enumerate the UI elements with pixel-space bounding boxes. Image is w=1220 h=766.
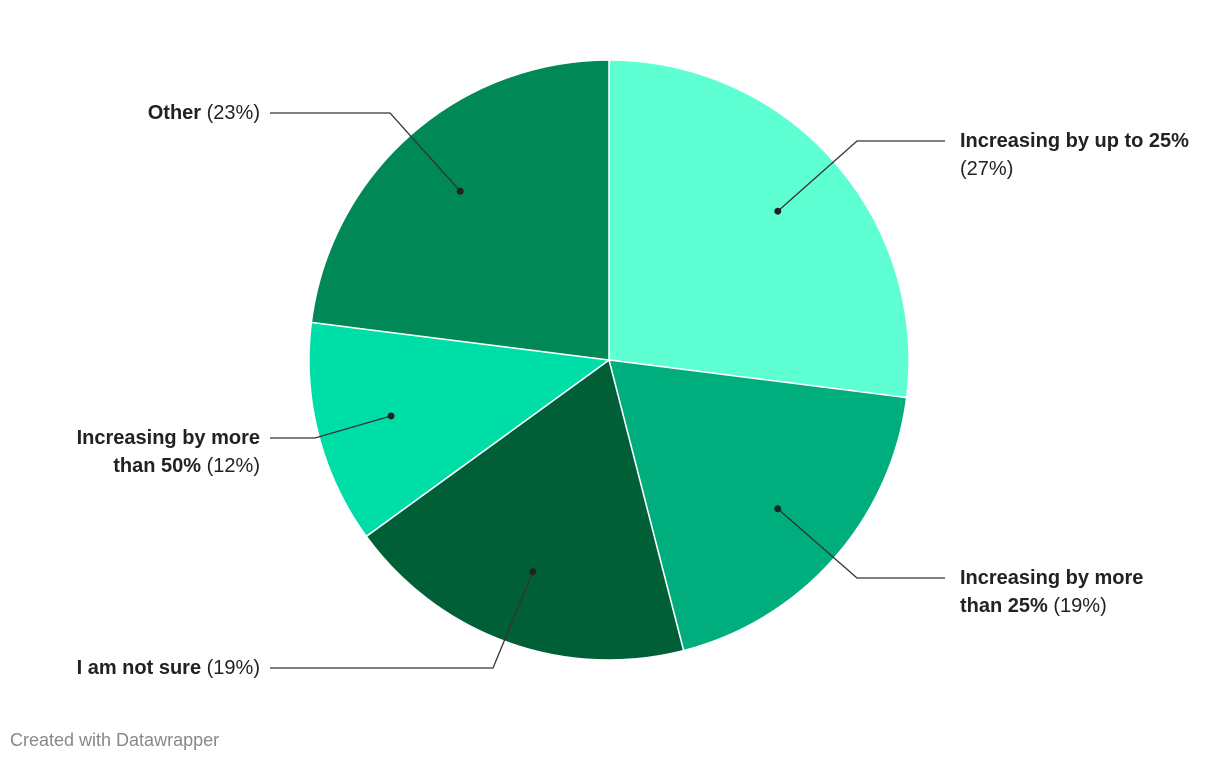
- slice-label: Increasing by up to 25% (27%): [960, 127, 1190, 183]
- value-label: (23%): [206, 102, 260, 124]
- category-label: Increasing by up to 25%: [960, 130, 1189, 152]
- credit: Created with Datawrapper: [10, 730, 220, 750]
- leader-dot: [387, 412, 395, 420]
- value-label: (12%): [206, 455, 260, 477]
- leader-line: [270, 112, 461, 192]
- leader-line: [777, 140, 945, 212]
- category-label: Other: [147, 102, 202, 124]
- leader-line: [777, 508, 945, 579]
- leader-line: [270, 571, 534, 669]
- pie-slice: [308, 321, 611, 538]
- slice-label: I am not sure (19%): [30, 654, 260, 682]
- value-label: (19%): [206, 657, 260, 679]
- leader-dot: [456, 187, 464, 195]
- leader-dot: [529, 568, 537, 576]
- pie-slice: [365, 358, 685, 661]
- value-label: (19%): [1053, 595, 1107, 617]
- category-label: Increasing by more than 50%: [76, 427, 260, 477]
- category-label: I am not sure: [76, 657, 202, 679]
- slice-label: Other (23%): [30, 99, 260, 127]
- pie-slice: [608, 59, 910, 399]
- slice-label: Increasing by more than 50% (12%): [30, 424, 260, 480]
- slice-label: Increasing by more than 25% (19%): [960, 564, 1190, 620]
- leader-line: [270, 415, 392, 439]
- leader-dot: [774, 505, 782, 513]
- value-label: (27%): [960, 158, 1014, 180]
- leader-dot: [774, 207, 782, 215]
- pie-slice: [310, 59, 610, 361]
- category-label: Increasing by more than 25%: [960, 567, 1144, 617]
